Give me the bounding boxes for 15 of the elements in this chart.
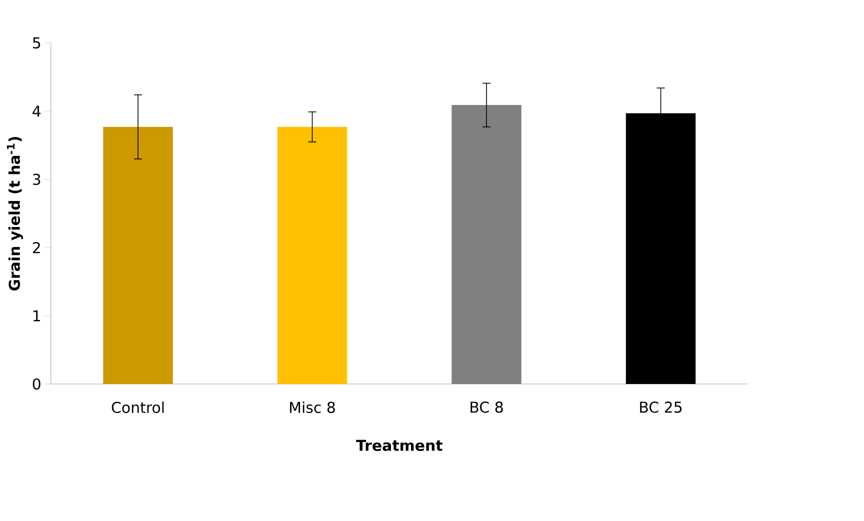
y-tick-label: 4 [32,106,41,117]
bar [103,126,173,384]
bar [277,126,348,384]
x-tick-label: Control [112,402,164,414]
x-tick-label: BC 25 [640,402,682,413]
y-tick-label: 3 [32,174,40,186]
y-axis-title: Grain yield (t ha$^{-1}$) [6,136,24,291]
x-axis-title: Treatment [356,440,442,452]
x-tick-label: Misc 8 [290,402,335,414]
y-tick-label: 2 [32,242,40,254]
bar [626,113,696,384]
y-tick-label: 1 [33,310,40,322]
y-tick-label: 5 [33,37,40,49]
x-tick-label: BC 8 [470,402,503,413]
y-tick-label: 0 [32,378,40,390]
